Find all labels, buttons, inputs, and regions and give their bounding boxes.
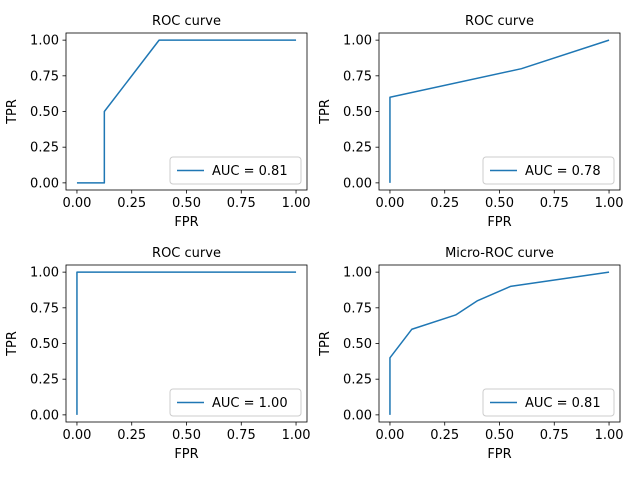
y-tick-label: 0.00 — [30, 176, 59, 191]
x-tick-label: 0.25 — [430, 428, 459, 443]
subplot-3: ROC curve 0.00 0.25 0.50 0.75 1.00 0.00 0.25 0.5… — [5, 246, 311, 462]
y-tick-label: 1.00 — [343, 266, 372, 281]
y-tick-label: 0.25 — [343, 141, 372, 156]
subplot-1: ROC curve 0.00 0.25 0.50 0.75 1.00 0.00 0.25 0.5… — [5, 14, 311, 230]
chart-title: ROC curve — [465, 14, 534, 29]
y-tick-label: 0.75 — [343, 301, 372, 316]
y-axis-label: TPR — [5, 331, 20, 357]
x-tick-label: 0.00 — [62, 196, 91, 211]
x-tick-label: 0.25 — [117, 196, 146, 211]
legend: AUC = 0.81 — [169, 156, 302, 185]
x-tick-label: 0.50 — [485, 196, 514, 211]
subplot-2: ROC curve 0.00 0.25 0.50 0.75 1.00 0.00 0.25 0.5… — [318, 14, 624, 230]
y-tick-label: 0.75 — [30, 301, 59, 316]
y-axis-label: TPR — [318, 99, 333, 125]
legend: AUC = 1.00 — [169, 388, 302, 417]
legend-label: AUC = 0.78 — [525, 164, 601, 179]
x-axis-label: FPR — [487, 447, 511, 462]
x-tick-label: 0.25 — [117, 428, 146, 443]
chart-title: ROC curve — [152, 246, 221, 261]
y-tick-label: 0.00 — [30, 408, 59, 423]
x-axis-label: FPR — [174, 215, 198, 230]
x-axis-label: FPR — [487, 215, 511, 230]
y-tick-label: 0.00 — [343, 176, 372, 191]
y-axis-label: TPR — [318, 331, 333, 357]
y-tick-label: 0.25 — [343, 373, 372, 388]
y-tick-label: 1.00 — [343, 34, 372, 49]
x-tick-label: 0.50 — [172, 196, 201, 211]
y-tick-label: 0.50 — [30, 337, 59, 352]
chart-title: Micro-ROC curve — [445, 246, 554, 261]
y-tick-label: 1.00 — [30, 266, 59, 281]
series-line-1 — [389, 271, 610, 415]
x-tick-label: 1.00 — [595, 428, 624, 443]
x-tick-label: 0.50 — [172, 428, 201, 443]
y-tick-label: 0.75 — [343, 69, 372, 84]
x-tick-label: 0.25 — [430, 196, 459, 211]
y-tick-label: 0.00 — [343, 408, 372, 423]
x-tick-label: 1.00 — [595, 196, 624, 211]
series-line-1 — [389, 39, 610, 183]
x-tick-label: 1.00 — [282, 428, 311, 443]
legend-label: AUC = 1.00 — [212, 396, 288, 411]
x-tick-label: 0.75 — [540, 428, 569, 443]
x-tick-label: 0.00 — [375, 196, 404, 211]
legend-label: AUC = 0.81 — [212, 164, 288, 179]
y-tick-label: 0.50 — [343, 337, 372, 352]
legend-box — [169, 388, 302, 417]
x-tick-label: 0.75 — [227, 196, 256, 211]
legend-label: AUC = 0.81 — [525, 396, 601, 411]
x-axis-label: FPR — [174, 447, 198, 462]
legend-box — [482, 388, 615, 417]
legend-box — [482, 156, 615, 185]
x-tick-label: 0.75 — [540, 196, 569, 211]
y-tick-label: 0.50 — [30, 105, 59, 120]
y-tick-label: 0.25 — [30, 141, 59, 156]
x-tick-label: 0.00 — [375, 428, 404, 443]
y-tick-label: 1.00 — [30, 34, 59, 49]
legend: AUC = 0.81 — [482, 388, 615, 417]
y-tick-label: 0.50 — [343, 105, 372, 120]
series-line-1 — [76, 39, 297, 184]
x-tick-label: 0.75 — [227, 428, 256, 443]
subplot-4: Micro-ROC curve 0.00 0.25 0.50 0.75 1.00 0.00 0… — [318, 246, 624, 462]
series-line-1 — [76, 271, 297, 415]
chart-title: ROC curve — [152, 14, 221, 29]
x-tick-label: 0.50 — [485, 428, 514, 443]
x-tick-label: 0.00 — [62, 428, 91, 443]
legend-box — [169, 156, 302, 185]
y-tick-label: 0.25 — [30, 373, 59, 388]
y-tick-label: 0.75 — [30, 69, 59, 84]
legend: AUC = 0.78 — [482, 156, 615, 185]
x-tick-label: 1.00 — [282, 196, 311, 211]
y-axis-label: TPR — [5, 99, 20, 125]
